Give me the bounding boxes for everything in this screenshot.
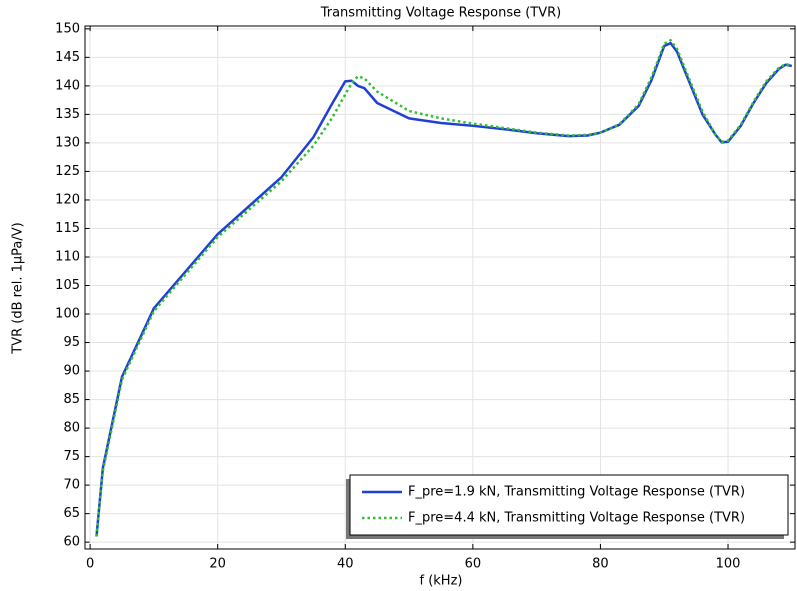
series-line [95,39,793,537]
x-tick-label: 0 [86,557,94,572]
y-tick-label: 70 [63,478,80,493]
plot-frame [84,25,796,550]
y-tick-label: 85 [63,392,80,407]
legend-label: F_pre=1.9 kN, Transmitting Voltage Respo… [408,485,745,500]
x-tick-label: 40 [337,557,354,572]
y-tick-label: 65 [63,506,80,521]
y-tick-label: 100 [55,307,80,322]
y-tick-label: 95 [63,335,80,350]
y-tick-label: 130 [55,135,80,150]
y-tick-label: 60 [63,535,80,550]
chart-title: Transmitting Voltage Response (TVR) [320,6,562,21]
legend-box [349,474,789,536]
x-tick-label: 20 [209,557,226,572]
y-tick-label: 150 [55,21,80,36]
y-tick-label: 125 [55,164,80,179]
y-tick-label: 105 [55,278,80,293]
y-tick-label: 140 [55,78,80,93]
y-tick-label: 120 [55,192,80,207]
x-tick-label: 100 [716,557,741,572]
plot-lines [95,39,793,537]
x-tick-label: 80 [592,557,609,572]
y-axis-label: TVR (dB rel. 1µPa/V) [11,222,26,354]
y-tick-label: 75 [63,449,80,464]
y-tick-label: 90 [63,364,80,379]
legend-label: F_pre=4.4 kN, Transmitting Voltage Respo… [408,511,745,526]
y-tick-label: 115 [55,221,80,236]
y-tick-label: 110 [55,249,80,264]
y-tick-label: 80 [63,421,80,436]
series-line [95,41,793,537]
x-tick-label: 60 [465,557,482,572]
x-axis-label: f (kHz) [420,574,463,589]
y-tick-label: 145 [55,50,80,65]
y-tick-label: 135 [55,107,80,122]
